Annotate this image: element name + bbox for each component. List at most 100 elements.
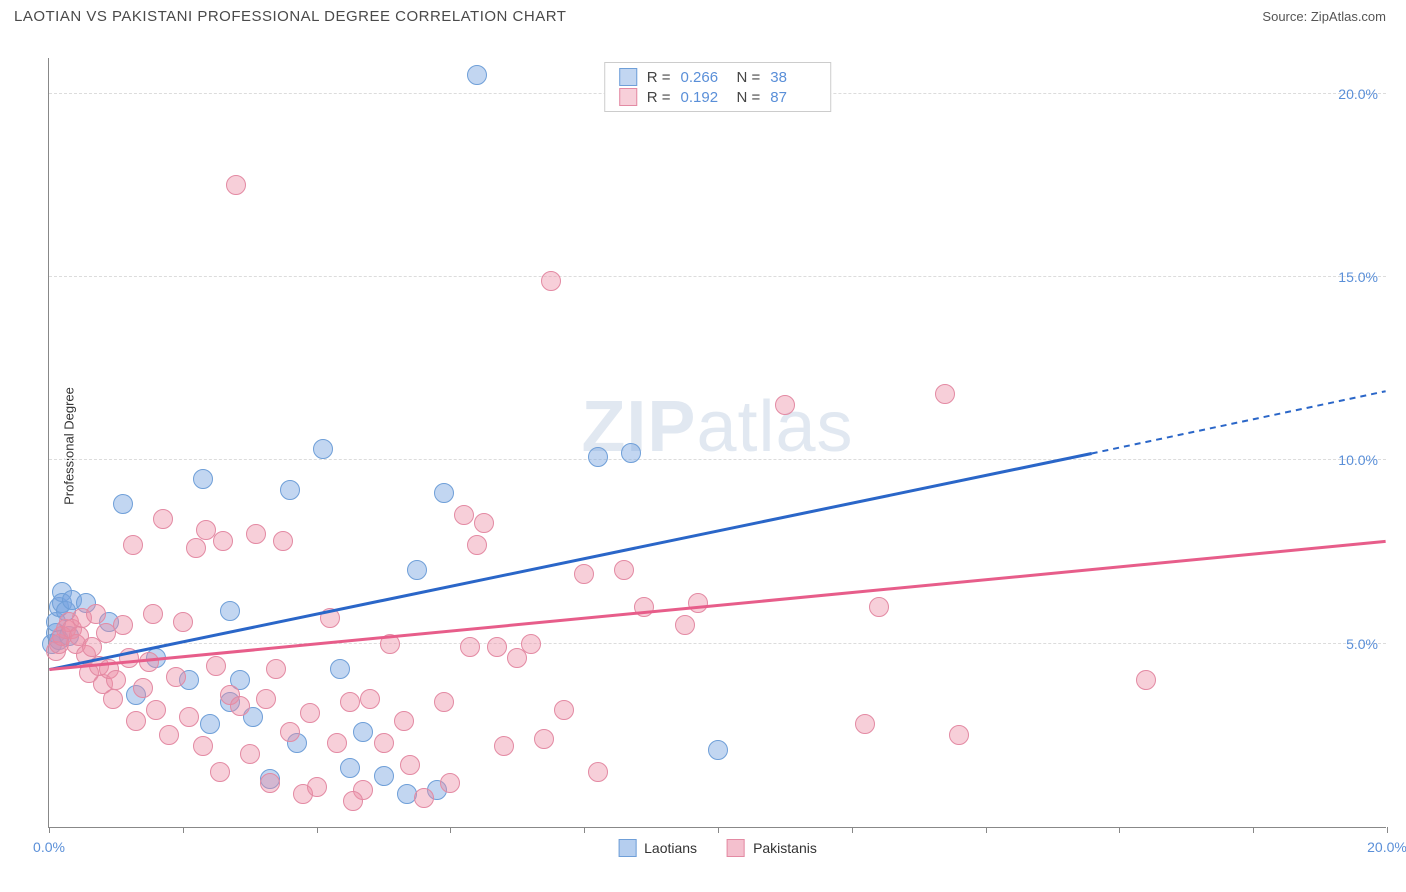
data-point <box>434 483 454 503</box>
legend-bottom: Laotians Pakistanis <box>618 839 817 857</box>
data-point <box>454 505 474 525</box>
data-point <box>206 656 226 676</box>
data-point <box>474 513 494 533</box>
data-point <box>200 714 220 734</box>
legend-label-pakistanis: Pakistanis <box>753 840 817 856</box>
data-point <box>1136 670 1156 690</box>
data-point <box>340 692 360 712</box>
data-point <box>521 634 541 654</box>
data-point <box>139 652 159 672</box>
data-point <box>343 791 363 811</box>
stats-row-laotians: R = 0.266 N = 38 <box>619 67 817 87</box>
data-point <box>193 736 213 756</box>
swatch-laotians-icon <box>619 68 637 86</box>
source-value: ZipAtlas.com <box>1311 9 1386 24</box>
data-point <box>340 758 360 778</box>
n-value-laotians: 38 <box>770 69 816 86</box>
n-value-pakistanis: 87 <box>770 89 816 106</box>
data-point <box>220 601 240 621</box>
data-point <box>688 593 708 613</box>
data-point <box>307 777 327 797</box>
data-point <box>240 744 260 764</box>
data-point <box>353 722 373 742</box>
data-point <box>621 443 641 463</box>
data-point <box>153 509 173 529</box>
data-point <box>675 615 695 635</box>
data-point <box>494 736 514 756</box>
data-point <box>541 271 561 291</box>
chart-plot-area: 5.0%10.0%15.0%20.0% 0.0%20.0% ZIPatlas R… <box>48 58 1386 828</box>
data-point <box>614 560 634 580</box>
data-point <box>467 535 487 555</box>
data-point <box>467 65 487 85</box>
data-point <box>460 637 480 657</box>
data-point <box>588 447 608 467</box>
data-point <box>313 439 333 459</box>
r-label: R = <box>647 89 671 106</box>
data-point <box>230 696 250 716</box>
data-point <box>360 689 380 709</box>
swatch-pakistanis-icon <box>619 88 637 106</box>
n-label: N = <box>737 69 761 86</box>
r-value-pakistanis: 0.192 <box>681 89 727 106</box>
data-point <box>380 634 400 654</box>
data-point <box>106 670 126 690</box>
data-point <box>123 535 143 555</box>
data-point <box>256 689 276 709</box>
data-point <box>414 788 434 808</box>
data-point <box>935 384 955 404</box>
n-label: N = <box>737 89 761 106</box>
data-point <box>574 564 594 584</box>
source-label: Source: <box>1262 9 1307 24</box>
data-point <box>166 667 186 687</box>
data-point <box>487 637 507 657</box>
legend-swatch-laotians-icon <box>618 839 636 857</box>
x-tick-label: 20.0% <box>1367 839 1406 855</box>
data-point <box>534 729 554 749</box>
data-point <box>103 689 123 709</box>
r-label: R = <box>647 69 671 86</box>
legend-item-pakistanis: Pakistanis <box>727 839 817 857</box>
r-value-laotians: 0.266 <box>681 69 727 86</box>
data-point <box>374 766 394 786</box>
data-point <box>588 762 608 782</box>
data-point <box>330 659 350 679</box>
data-point <box>320 608 340 628</box>
data-point <box>143 604 163 624</box>
chart-header: LAOTIAN VS PAKISTANI PROFESSIONAL DEGREE… <box>0 0 1406 29</box>
data-point <box>440 773 460 793</box>
x-tick-label: 0.0% <box>33 839 65 855</box>
data-point <box>869 597 889 617</box>
data-point <box>949 725 969 745</box>
data-point <box>266 659 286 679</box>
legend-item-laotians: Laotians <box>618 839 697 857</box>
data-point <box>179 707 199 727</box>
data-point <box>400 755 420 775</box>
data-point <box>300 703 320 723</box>
data-point <box>159 725 179 745</box>
data-point <box>708 740 728 760</box>
correlation-stats-box: R = 0.266 N = 38 R = 0.192 N = 87 <box>604 62 832 112</box>
chart-title: LAOTIAN VS PAKISTANI PROFESSIONAL DEGREE… <box>14 8 566 25</box>
data-point <box>246 524 266 544</box>
data-point <box>226 175 246 195</box>
data-point <box>173 612 193 632</box>
data-point <box>126 711 146 731</box>
legend-label-laotians: Laotians <box>644 840 697 856</box>
stats-row-pakistanis: R = 0.192 N = 87 <box>619 87 817 107</box>
data-point <box>86 604 106 624</box>
data-point <box>634 597 654 617</box>
data-point <box>855 714 875 734</box>
data-point <box>775 395 795 415</box>
data-point <box>327 733 347 753</box>
data-point <box>210 762 230 782</box>
source-attribution: Source: ZipAtlas.com <box>1262 9 1386 24</box>
data-point <box>113 494 133 514</box>
data-point <box>186 538 206 558</box>
data-point <box>273 531 293 551</box>
data-point <box>113 615 133 635</box>
data-point <box>119 648 139 668</box>
data-point <box>193 469 213 489</box>
data-point <box>280 480 300 500</box>
scatter-plot <box>49 58 1386 827</box>
